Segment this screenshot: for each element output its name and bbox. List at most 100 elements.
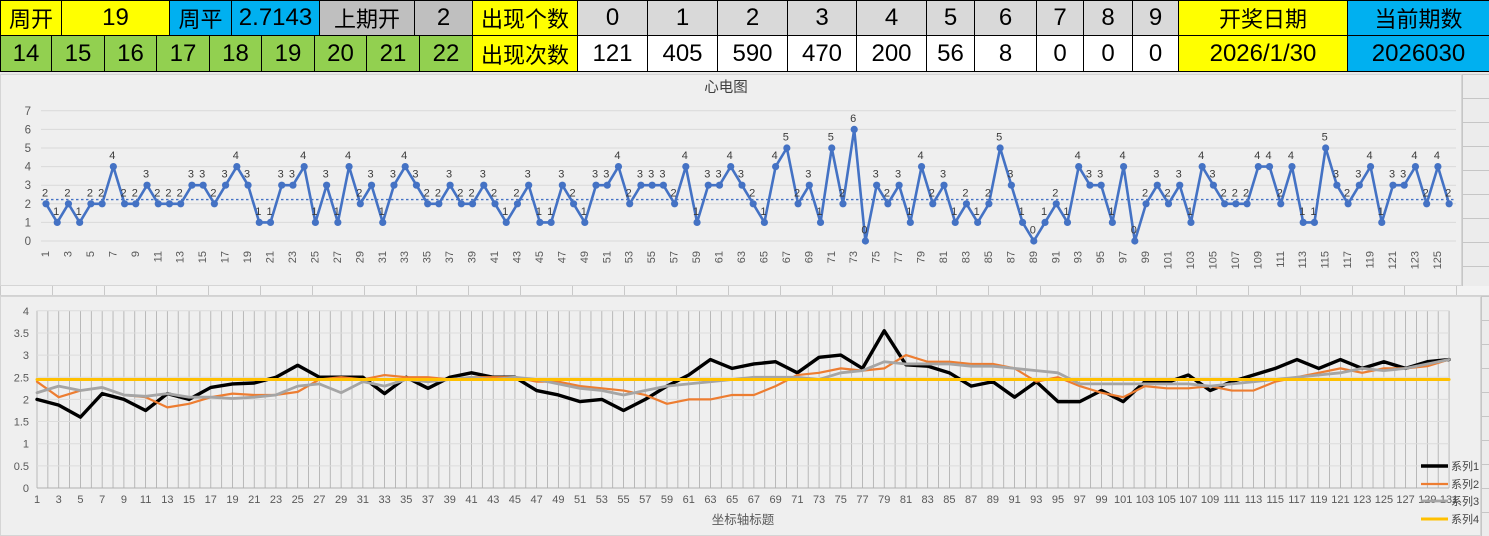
trend-line-chart[interactable]: 0 0.5 1 1.5 2 2.5 3 3.5 4 1 3 5 7 9 11 13 15 17 19 21 23 25 27… [0, 296, 1481, 536]
svg-text:83: 83 [960, 251, 972, 263]
svg-text:1: 1 [951, 206, 957, 218]
header-cell-row1-3[interactable]: 2.7143 [232, 0, 320, 36]
svg-text:113: 113 [1245, 494, 1263, 506]
svg-text:83: 83 [922, 494, 934, 506]
header-cell-row2-12[interactable]: 590 [718, 36, 788, 72]
header-cell-row2-9[interactable]: 出现次数 [473, 36, 578, 72]
header-cell-row2-8[interactable]: 22 [420, 36, 473, 72]
svg-text:43: 43 [511, 251, 523, 263]
svg-text:2: 2 [25, 199, 31, 211]
header-cell-row2-18[interactable]: 0 [1084, 36, 1133, 72]
svg-text:91: 91 [1050, 251, 1062, 263]
svg-text:17: 17 [205, 494, 217, 506]
svg-text:3: 3 [289, 169, 295, 181]
sheet-gridlines-right-top [1462, 74, 1489, 286]
svg-text:25: 25 [292, 494, 304, 506]
svg-text:2: 2 [1164, 187, 1170, 199]
header-cell-row1-10[interactable]: 3 [788, 0, 857, 36]
header-cell-row1-13[interactable]: 6 [975, 0, 1037, 36]
header-cell-row2-11[interactable]: 405 [648, 36, 718, 72]
header-cell-row2-17[interactable]: 0 [1037, 36, 1084, 72]
svg-text:3: 3 [1400, 169, 1406, 181]
svg-text:3: 3 [1333, 169, 1339, 181]
svg-text:2: 2 [1344, 187, 1350, 199]
header-cell-row1-1[interactable]: 19 [62, 0, 170, 36]
header-cell-row2-2[interactable]: 16 [105, 36, 157, 72]
svg-text:39: 39 [444, 494, 456, 506]
svg-text:3: 3 [278, 169, 284, 181]
svg-text:3: 3 [1209, 169, 1215, 181]
svg-text:1: 1 [379, 206, 385, 218]
svg-text:41: 41 [465, 494, 477, 506]
svg-text:2: 2 [962, 187, 968, 199]
header-cell-row2-6[interactable]: 20 [315, 36, 367, 72]
ecg-series-markers[interactable] [42, 125, 1453, 245]
svg-text:19: 19 [242, 251, 254, 263]
header-cell-row2-16[interactable]: 8 [975, 36, 1037, 72]
svg-text:59: 59 [691, 251, 703, 263]
svg-text:107: 107 [1179, 494, 1197, 506]
svg-text:105: 105 [1207, 251, 1219, 269]
svg-text:0: 0 [1131, 225, 1137, 237]
header-cell-row2-3[interactable]: 17 [157, 36, 210, 72]
svg-text:63: 63 [736, 251, 748, 263]
svg-text:0: 0 [861, 225, 867, 237]
svg-text:111: 111 [1223, 494, 1240, 506]
svg-text:0.5: 0.5 [14, 461, 29, 473]
header-cell-row1-4[interactable]: 上期开 [320, 0, 415, 36]
header-cell-row2-5[interactable]: 19 [262, 36, 315, 72]
svg-text:0: 0 [1030, 225, 1036, 237]
svg-text:2: 2 [491, 187, 497, 199]
header-cell-row1-0[interactable]: 周开 [0, 0, 62, 36]
header-cell-row2-4[interactable]: 18 [210, 36, 262, 72]
header-cell-row1-16[interactable]: 9 [1133, 0, 1179, 36]
svg-text:1: 1 [816, 206, 822, 218]
header-cell-row2-13[interactable]: 470 [788, 36, 857, 72]
svg-text:2: 2 [794, 187, 800, 199]
svg-text:2: 2 [64, 187, 70, 199]
svg-text:1: 1 [53, 206, 59, 218]
svg-text:1: 1 [1063, 206, 1069, 218]
svg-text:1: 1 [760, 206, 766, 218]
svg-text:2: 2 [154, 187, 160, 199]
header-cell-row2-15[interactable]: 56 [927, 36, 975, 72]
header-cell-row2-19[interactable]: 0 [1133, 36, 1179, 72]
sheet-row-band [0, 285, 1489, 296]
svg-text:2: 2 [884, 187, 890, 199]
svg-text:1: 1 [581, 206, 587, 218]
header-cell-row1-14[interactable]: 7 [1037, 0, 1084, 36]
svg-text:103: 103 [1185, 251, 1197, 269]
header-cell-row1-5[interactable]: 2 [415, 0, 473, 36]
header-cell-row2-0[interactable]: 14 [0, 36, 52, 72]
svg-text:93: 93 [1073, 251, 1085, 263]
ecg-line-chart[interactable]: 心电图 0 1 2 3 4 5 6 7 1 3 5 7 9 11 13 15 17 19 21 23 25 27 29 31 33… [0, 74, 1462, 286]
svg-text:2: 2 [468, 187, 474, 199]
header-cell-row1-7[interactable]: 0 [578, 0, 648, 36]
svg-text:87: 87 [965, 494, 977, 506]
legend[interactable]: 系列1 系列2 系列3 系列4 [1421, 459, 1479, 526]
header-cell-row1-18[interactable]: 当前期数 [1348, 0, 1489, 36]
svg-text:1: 1 [906, 206, 912, 218]
header-cell-row1-2[interactable]: 周平 [170, 0, 232, 36]
header-cell-row1-6[interactable]: 出现个数 [473, 0, 578, 36]
header-cell-row1-11[interactable]: 4 [857, 0, 927, 36]
svg-text:73: 73 [848, 251, 860, 263]
svg-text:2: 2 [1277, 187, 1283, 199]
header-cell-row2-10[interactable]: 121 [578, 36, 648, 72]
svg-text:3: 3 [873, 169, 879, 181]
header-cell-row1-15[interactable]: 8 [1084, 0, 1133, 36]
header-cell-row2-20[interactable]: 2026/1/30 [1179, 36, 1348, 72]
header-cell-row1-17[interactable]: 开奖日期 [1179, 0, 1348, 36]
svg-text:3: 3 [143, 169, 149, 181]
header-cell-row2-1[interactable]: 15 [52, 36, 105, 72]
header-row-2: 14 15 16 17 18 19 20 21 22 出现次数 121 405 590 470 200 56 8… [0, 36, 1489, 72]
header-cell-row2-7[interactable]: 21 [367, 36, 420, 72]
header-cell-row2-14[interactable]: 200 [857, 36, 927, 72]
header-cell-row1-12[interactable]: 5 [927, 0, 975, 36]
ecg-series-line[interactable] [44, 128, 1451, 243]
svg-text:3: 3 [704, 169, 710, 181]
svg-text:4: 4 [1075, 150, 1081, 162]
header-cell-row1-9[interactable]: 2 [718, 0, 788, 36]
header-cell-row1-8[interactable]: 1 [648, 0, 718, 36]
header-cell-row2-21[interactable]: 2026030 [1348, 36, 1489, 72]
